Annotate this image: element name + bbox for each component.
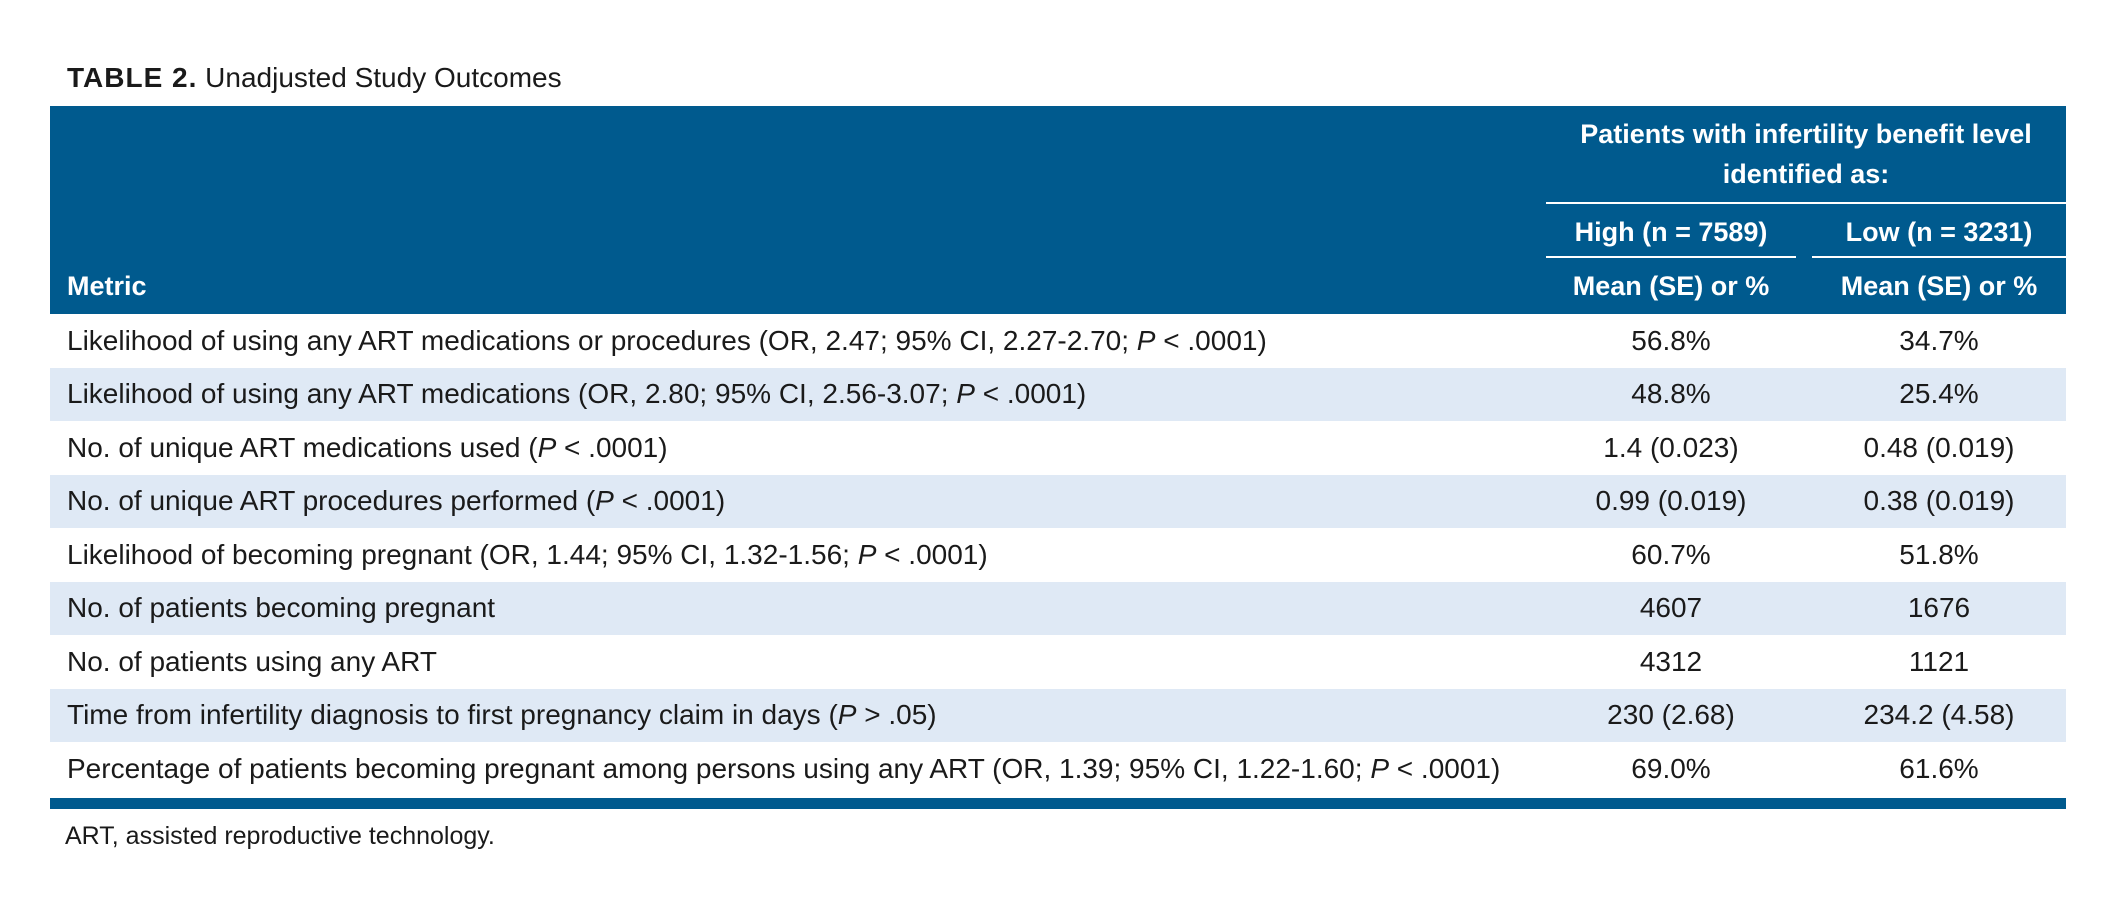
metric-text: Likelihood of using any ART medications … (67, 324, 1137, 356)
low-value-cell: 1121 (1908, 645, 1970, 677)
p-value-symbol: P (1136, 324, 1156, 356)
column-header-low: Low (n = 3231) (1845, 217, 2033, 247)
table-bottom-rule (50, 797, 2066, 809)
metric-cell: Likelihood of using any ART medications … (67, 378, 1086, 410)
p-value-symbol: P (1370, 752, 1389, 784)
metric-text: Percentage of patients becoming pregnant… (67, 752, 1371, 784)
low-value-cell: 51.8% (1899, 538, 1979, 570)
p-value-text: < .0001) (1389, 752, 1501, 784)
table-title: Unadjusted Study Outcomes (205, 62, 562, 93)
low-value-cell: 0.38 (0.019) (1863, 485, 2015, 517)
metric-cell: Likelihood of becoming pregnant (OR, 1.4… (67, 539, 988, 571)
metric-text: Time from infertility diagnosis to first… (67, 699, 838, 731)
table-row: Likelihood of using any ART medications … (50, 314, 2066, 368)
p-value-symbol: P (956, 378, 975, 410)
high-value-cell: 230 (2.68) (1607, 699, 1735, 731)
table-caption: TABLE 2. Unadjusted Study Outcomes (67, 58, 562, 98)
column-subheader-high: Mean (SE) or % (1572, 271, 1770, 301)
outcomes-table: Patients with infertility benefit level … (50, 106, 2066, 809)
p-value-text: < .0001) (974, 378, 1087, 410)
group-header: Patients with infertility benefit level … (1580, 119, 2032, 189)
table-row: No. of unique ART procedures performed (… (50, 474, 2066, 528)
high-value-cell: 56.8% (1631, 324, 1711, 356)
table-row: No. of unique ART medications used (P < … (50, 421, 2066, 475)
low-value-cell: 234.2 (4.58) (1863, 699, 2015, 731)
p-value-text: < .0001) (613, 485, 726, 517)
metric-text: No. of unique ART procedures performed ( (67, 485, 596, 517)
p-value-text: > .05) (856, 699, 937, 731)
table-footnote: ART, assisted reproductive technology. (65, 822, 495, 850)
high-value-cell: 69.0% (1631, 752, 1711, 784)
low-value-cell: 25.4% (1899, 378, 1979, 410)
column-subheader-low: Mean (SE) or % (1840, 271, 2038, 301)
metric-cell: No. of unique ART medications used (P < … (67, 432, 668, 464)
column-rule-high (1546, 256, 1796, 258)
table-row: No. of patients using any ART 4312 1121 (50, 635, 2066, 689)
high-value-cell: 1.4 (0.023) (1603, 431, 1739, 463)
high-value-cell: 48.8% (1631, 378, 1711, 410)
metric-cell: No. of patients using any ART (67, 646, 437, 678)
metric-cell: Percentage of patients becoming pregnant… (67, 753, 1500, 785)
low-value-cell: 61.6% (1899, 752, 1979, 784)
table-label: TABLE 2. (67, 62, 198, 93)
column-header-high: High (n = 7589) (1574, 217, 1768, 247)
p-value-text: < .0001) (876, 538, 988, 570)
metric-cell: Time from infertility diagnosis to first… (67, 699, 937, 731)
p-value-text: < .0001) (1155, 324, 1267, 356)
metric-text: Likelihood of becoming pregnant (OR, 1.4… (67, 538, 858, 570)
column-header-metric: Metric (67, 271, 147, 301)
high-value-cell: 0.99 (0.019) (1595, 485, 1747, 517)
table-row: Time from infertility diagnosis to first… (50, 688, 2066, 742)
low-value-cell: 0.48 (0.019) (1863, 431, 2015, 463)
metric-cell: No. of unique ART procedures performed (… (67, 485, 725, 517)
p-value-symbol: P (857, 538, 877, 570)
p-value-symbol: P (837, 699, 857, 731)
table-row: Likelihood of becoming pregnant (OR, 1.4… (50, 528, 2066, 582)
metric-cell: Likelihood of using any ART medications … (67, 325, 1267, 357)
metric-text: Likelihood of using any ART medications … (67, 378, 957, 410)
low-value-cell: 34.7% (1899, 324, 1979, 356)
low-value-cell: 1676 (1907, 592, 1971, 624)
high-value-cell: 60.7% (1631, 538, 1711, 570)
table-header: Patients with infertility benefit level … (50, 106, 2066, 314)
p-value-text: < .0001) (556, 431, 668, 463)
table-body: Likelihood of using any ART medications … (50, 314, 2066, 796)
metric-text: No. of patients becoming pregnant (67, 592, 496, 624)
metric-text: No. of patients using any ART (67, 645, 437, 677)
high-value-cell: 4607 (1639, 592, 1703, 624)
p-value-symbol: P (537, 431, 557, 463)
table-row: Likelihood of using any ART medications … (50, 367, 2066, 421)
high-value-cell: 4312 (1639, 645, 1703, 677)
p-value-symbol: P (595, 485, 614, 517)
metric-text: No. of unique ART medications used ( (67, 431, 538, 463)
metric-cell: No. of patients becoming pregnant (67, 592, 495, 624)
group-header-rule (1546, 202, 2066, 204)
table-row: No. of patients becoming pregnant 4607 167… (50, 581, 2066, 635)
column-rule-low (1812, 256, 2066, 258)
table-row: Percentage of patients becoming pregnant… (50, 742, 2066, 796)
